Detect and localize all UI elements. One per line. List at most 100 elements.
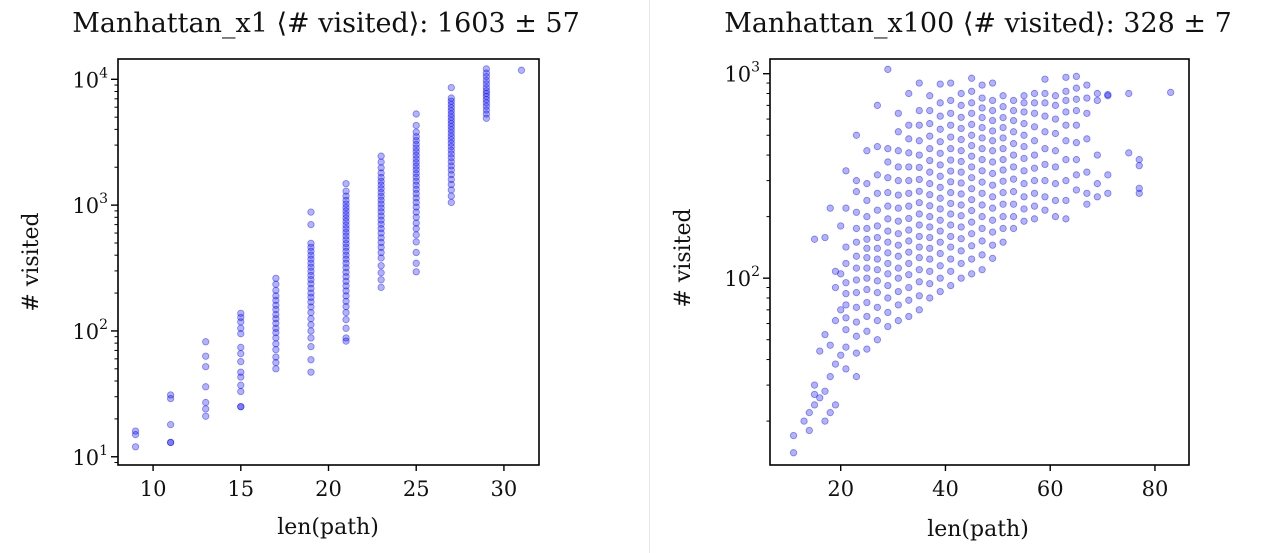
data-point	[307, 368, 315, 376]
data-point	[167, 391, 175, 399]
data-point	[968, 196, 976, 204]
data-point	[988, 181, 997, 189]
data-point	[1135, 162, 1143, 170]
data-point	[377, 243, 385, 251]
data-point	[852, 276, 861, 284]
data-point	[447, 100, 455, 108]
data-point	[1009, 200, 1018, 208]
data-point	[307, 239, 315, 247]
data-point	[805, 426, 813, 435]
data-point	[999, 92, 1007, 100]
data-point	[412, 259, 420, 267]
data-point	[447, 126, 455, 134]
data-point	[863, 235, 871, 243]
data-point	[905, 177, 913, 185]
data-point	[377, 158, 385, 166]
data-point	[957, 124, 965, 133]
data-point	[926, 180, 934, 188]
data-point	[884, 322, 892, 331]
data-point	[905, 259, 913, 268]
data-point	[789, 449, 798, 457]
data-point	[1020, 193, 1028, 201]
data-point	[272, 301, 280, 309]
data-point	[915, 151, 923, 159]
data-point	[894, 301, 902, 309]
data-point	[1051, 115, 1060, 123]
data-point	[894, 217, 902, 225]
data-point	[377, 254, 385, 262]
data-point	[342, 187, 350, 195]
data-point	[988, 193, 997, 201]
y-axis-ticks: 101 102 103 104	[72, 65, 118, 470]
data-point	[377, 192, 385, 200]
data-point	[968, 163, 976, 171]
data-point	[377, 225, 385, 233]
data-point	[202, 398, 210, 407]
data-point	[852, 303, 861, 311]
data-point	[447, 132, 455, 140]
data-point	[842, 301, 850, 309]
data-point	[978, 145, 986, 153]
data-point	[978, 124, 986, 132]
data-point	[272, 324, 280, 332]
data-point	[936, 274, 944, 282]
data-point	[1030, 109, 1039, 117]
data-point	[852, 238, 861, 246]
data-point	[810, 401, 819, 409]
data-point	[926, 120, 934, 128]
data-point	[894, 317, 902, 325]
x-axis-label: len(path)	[927, 517, 1029, 542]
data-point	[307, 303, 315, 311]
data-point	[947, 109, 955, 117]
data-point	[978, 178, 986, 186]
data-point	[1083, 168, 1091, 176]
data-point	[957, 168, 965, 176]
data-point	[1041, 177, 1049, 185]
data-point	[412, 121, 420, 130]
data-point	[412, 173, 420, 181]
data-point	[936, 80, 944, 88]
data-point	[307, 315, 315, 323]
data-point	[957, 235, 965, 243]
plot-frame	[117, 58, 540, 466]
data-point	[926, 202, 934, 210]
data-point	[412, 231, 420, 239]
data-point	[999, 177, 1007, 185]
data-point	[947, 96, 955, 105]
data-point	[1020, 120, 1028, 128]
data-point	[968, 174, 976, 182]
data-point	[1051, 92, 1060, 100]
data-point	[957, 223, 965, 231]
data-point	[978, 213, 986, 221]
data-point	[800, 417, 808, 425]
data-point	[905, 237, 913, 245]
data-point	[447, 107, 455, 115]
data-point	[926, 213, 934, 221]
data-point	[131, 443, 140, 451]
data-point	[482, 89, 490, 98]
data-point	[272, 296, 280, 304]
data-point	[884, 145, 892, 153]
data-point	[237, 324, 245, 332]
data-point	[237, 330, 245, 338]
data-point	[272, 346, 280, 354]
data-point	[412, 166, 420, 174]
data-point	[957, 259, 965, 268]
data-point	[873, 222, 881, 230]
data-point	[947, 121, 955, 129]
data-point	[915, 107, 923, 115]
data-point	[936, 205, 944, 213]
data-point	[894, 252, 902, 260]
data-point	[999, 103, 1007, 111]
data-point	[1020, 108, 1028, 116]
data-point	[1062, 108, 1070, 116]
data-point	[272, 353, 280, 361]
data-point	[999, 213, 1007, 221]
data-point	[237, 368, 245, 376]
data-point	[482, 87, 490, 95]
data-point	[810, 381, 819, 389]
data-point	[831, 317, 840, 325]
data-point	[926, 255, 934, 263]
data-point	[1104, 189, 1112, 197]
data-point	[447, 154, 455, 162]
